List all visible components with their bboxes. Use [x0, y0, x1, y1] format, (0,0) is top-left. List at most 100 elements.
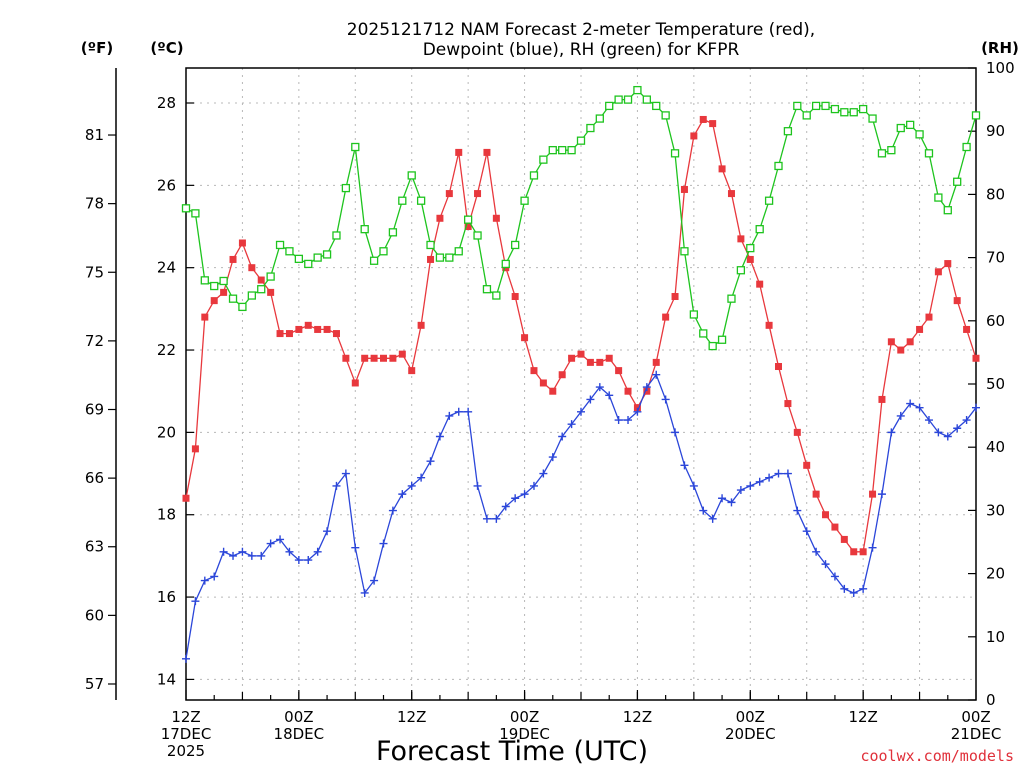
dewpoint-point — [454, 407, 463, 416]
temperature-point — [257, 276, 265, 284]
temperature-point — [831, 523, 839, 531]
rh-point — [586, 123, 595, 133]
dewpoint-point — [605, 391, 614, 400]
temperature-point — [652, 358, 660, 366]
temperature-point — [314, 325, 322, 333]
dewpoint-point — [765, 473, 774, 482]
temperature-point — [427, 255, 435, 263]
temperature-point — [521, 334, 529, 342]
rh-point — [915, 130, 924, 139]
rh-point — [595, 114, 604, 123]
rh-point — [736, 266, 746, 275]
temperature-point — [220, 288, 228, 296]
temperature-point — [276, 330, 284, 338]
dewpoint-point — [934, 428, 943, 437]
temperature-point — [897, 346, 905, 354]
rh-point — [906, 120, 915, 130]
rh-point — [962, 142, 971, 152]
fahrenheit-tick-label: 72 — [85, 332, 104, 350]
temperature-point — [304, 321, 312, 329]
dewpoint-point — [586, 395, 595, 404]
chart-title: 2025121712 NAM Forecast 2-meter Temperat… — [347, 20, 815, 40]
celsius-tick-label: 20 — [157, 423, 176, 441]
temperature-point — [342, 354, 350, 362]
rh-point — [322, 250, 332, 259]
dewpoint-point — [464, 407, 473, 416]
rh-point — [567, 146, 576, 155]
temperature-point — [793, 428, 801, 436]
rh-point — [416, 196, 426, 205]
rh-tick-label: 80 — [986, 185, 1005, 203]
dewpoint-point — [859, 584, 868, 593]
temperature-point — [690, 132, 698, 140]
x-tick-label: 12Z — [397, 708, 426, 726]
rh-point — [680, 247, 689, 256]
rh-point — [755, 225, 764, 234]
temperature-point — [906, 338, 914, 346]
rh-point — [849, 108, 858, 117]
celsius-tick-label: 18 — [157, 506, 176, 524]
x-tick-label: 18DEC — [274, 725, 325, 743]
temperature-point — [417, 321, 425, 329]
rh-point — [661, 111, 670, 120]
rh-point — [388, 228, 398, 237]
rh-point — [304, 259, 313, 269]
fahrenheit-tick-label: 66 — [85, 469, 104, 487]
dewpoint-point — [323, 527, 332, 536]
rh-point — [642, 95, 651, 104]
dewpoint-point — [830, 572, 839, 581]
rh-tick-label: 50 — [986, 375, 1005, 393]
rh-point — [529, 171, 539, 180]
temperature-point — [812, 490, 820, 498]
dewpoint-point — [445, 411, 454, 420]
dewpoint-point — [736, 486, 745, 495]
temperature-point — [615, 367, 623, 375]
rh-point — [840, 108, 849, 117]
temperature-point — [709, 120, 717, 128]
dewpoint-point — [755, 477, 764, 486]
rh-point — [605, 101, 614, 111]
rh-unit-label: (RH) — [981, 39, 1019, 57]
rh-point — [877, 149, 887, 158]
rh-point — [830, 104, 840, 114]
rh-point — [426, 240, 435, 250]
dewpoint-point — [257, 551, 266, 560]
temperature-point — [248, 264, 256, 272]
rh-point — [398, 196, 407, 205]
rh-point — [520, 196, 529, 205]
dewpoint-point — [548, 453, 557, 462]
rh-point — [924, 149, 934, 158]
dewpoint-point — [972, 403, 980, 412]
dewpoint-point — [746, 481, 755, 490]
temperature-point — [784, 400, 792, 408]
x-axis-title: Forecast Time (UTC) — [376, 736, 648, 767]
temperature-point — [577, 350, 585, 358]
dewpoint-point — [849, 588, 858, 597]
temperature-point — [680, 185, 688, 193]
rh-point — [463, 215, 473, 224]
fahrenheit-tick-label: 57 — [85, 675, 104, 693]
temperature-point — [370, 354, 378, 362]
temperature-point — [389, 354, 397, 362]
x-tick-label: 12Z — [171, 708, 200, 726]
dewpoint-point — [229, 551, 238, 560]
dewpoint-point — [718, 494, 727, 503]
rh-point — [351, 142, 360, 152]
fahrenheit-tick-label: 81 — [85, 126, 104, 144]
temperature-point — [191, 445, 199, 453]
celsius-unit-label: (ºC) — [150, 39, 183, 57]
rh-point — [783, 127, 793, 136]
rh-point — [953, 177, 962, 186]
temperature-point — [869, 490, 877, 498]
dewpoint-point — [924, 416, 933, 425]
rh-point — [275, 240, 285, 250]
x-tick-label: 21DEC — [951, 725, 1002, 743]
dewpoint-point — [802, 527, 811, 536]
rh-point — [811, 101, 821, 111]
x-tick-label: 12Z — [623, 708, 652, 726]
rh-point — [652, 101, 661, 111]
rh-point — [482, 285, 492, 294]
temperature-point — [549, 387, 557, 395]
fahrenheit-unit-label: (ºF) — [81, 39, 113, 57]
grid-lines — [186, 68, 976, 700]
